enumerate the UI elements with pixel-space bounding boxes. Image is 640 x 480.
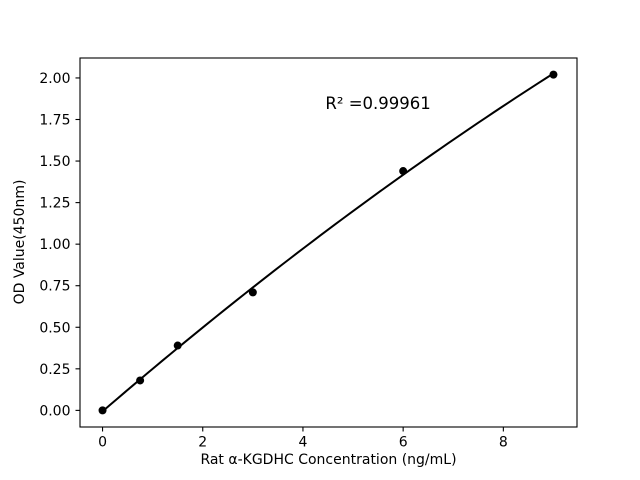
y-tick-label: 0.50 [39,320,70,336]
y-tick-label: 1.25 [39,196,70,212]
data-point [98,406,107,415]
y-tick-label: 0.25 [39,362,70,378]
y-tick-label: 0.00 [39,403,70,419]
x-tick-label: 8 [499,435,508,451]
data-point [399,167,408,176]
y-tick-label: 1.50 [39,154,70,170]
data-point [136,376,145,385]
data-point [173,341,182,350]
x-tick-label: 2 [198,435,207,451]
data-point [248,288,257,297]
y-axis-label: OD Value(450nm) [12,179,28,305]
y-tick-label: 1.00 [39,237,70,253]
x-tick-label: 4 [298,435,307,451]
y-tick-label: 0.75 [39,279,70,295]
data-point [549,70,558,79]
plot-border [79,57,578,428]
r-squared-annotation: R² =0.99961 [325,94,430,113]
y-tick-label: 1.75 [39,113,70,129]
x-tick-label: 6 [399,435,408,451]
x-tick-label: 0 [98,435,107,451]
x-axis-label: Rat α-KGDHC Concentration (ng/mL) [200,452,457,468]
fit-curve [101,72,555,413]
y-tick-label: 2.00 [39,71,70,87]
